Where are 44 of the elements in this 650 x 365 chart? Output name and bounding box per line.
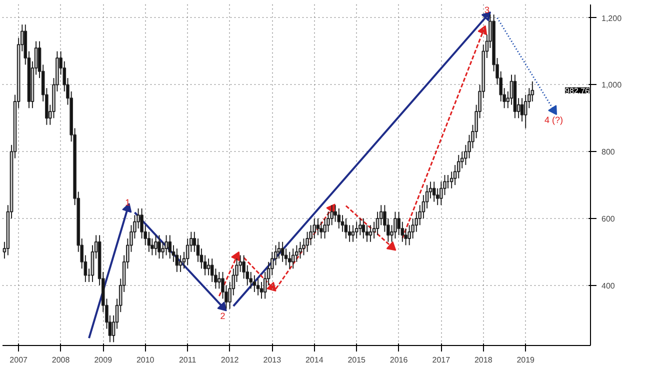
x-tick-label: 2013 xyxy=(263,356,282,364)
candlestick xyxy=(362,218,366,240)
candlestick xyxy=(260,281,264,300)
candlestick xyxy=(291,248,295,270)
candlestick xyxy=(288,251,292,270)
x-tick-label: 2017 xyxy=(432,356,451,364)
candlestick xyxy=(432,181,436,202)
x-tick-label: 2010 xyxy=(136,356,155,364)
y-tick-label: 1,000 xyxy=(602,80,622,90)
y-tick-label: 800 xyxy=(602,148,616,157)
annotation: 4 (?) xyxy=(544,115,563,126)
x-tick-label: 2018 xyxy=(474,356,493,364)
y-tick-label: 600 xyxy=(602,214,616,224)
candlestick xyxy=(168,234,172,260)
candlestick xyxy=(394,211,397,240)
x-tick-label: 2008 xyxy=(52,356,70,364)
y-tick-label: 1,200 xyxy=(602,14,622,23)
candlestick xyxy=(337,208,341,229)
candlestick xyxy=(178,254,182,272)
x-tick-label: 2015 xyxy=(348,356,366,364)
x-tick-label: 2016 xyxy=(390,356,408,364)
x-tick-label: 2009 xyxy=(94,356,113,364)
candlestick xyxy=(218,271,221,290)
x-tick-label: 2007 xyxy=(10,356,28,364)
candlestick xyxy=(154,234,158,256)
annotation: 982.76 xyxy=(565,86,590,96)
candlestick xyxy=(298,241,302,260)
candlestick xyxy=(344,218,348,240)
candlestick xyxy=(358,218,362,236)
candlestick xyxy=(320,221,323,240)
candlestick xyxy=(164,234,168,256)
candlestick xyxy=(520,98,524,122)
x-tick-label: 2014 xyxy=(305,356,324,364)
candlestick xyxy=(158,234,161,260)
candlestick xyxy=(316,218,320,236)
x-tick-label: 2011 xyxy=(178,356,197,364)
candlestick xyxy=(252,274,256,293)
x-tick-label: 2019 xyxy=(516,356,536,364)
y-tick-label: 400 xyxy=(602,281,616,290)
candlestick xyxy=(175,248,179,272)
x-tick-label: 2012 xyxy=(220,356,240,364)
annotation: 2 xyxy=(220,311,226,322)
candlestick xyxy=(354,221,358,240)
candlestick xyxy=(280,241,284,262)
